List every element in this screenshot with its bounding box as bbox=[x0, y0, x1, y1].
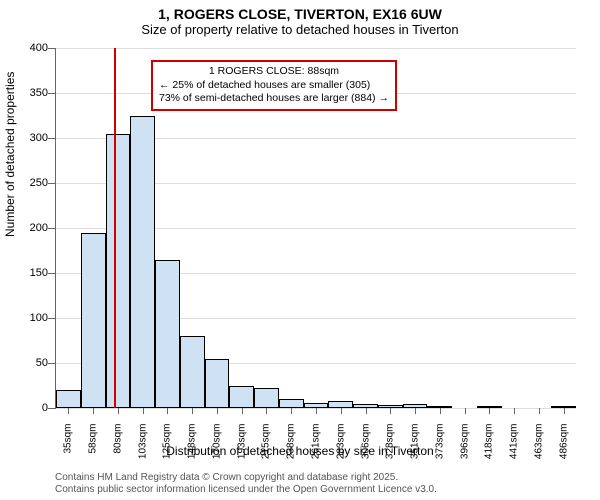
gridline bbox=[56, 48, 576, 49]
histogram-bar bbox=[205, 359, 230, 409]
plot-area: 05010015020025030035040035sqm58sqm80sqm1… bbox=[55, 48, 576, 409]
histogram-bar bbox=[279, 399, 304, 408]
x-tick bbox=[539, 408, 540, 414]
histogram-bar bbox=[229, 386, 254, 409]
x-tick bbox=[266, 408, 267, 414]
x-tick bbox=[341, 408, 342, 414]
x-tick bbox=[465, 408, 466, 414]
y-tick bbox=[48, 318, 56, 319]
y-tick-label: 250 bbox=[18, 177, 48, 189]
chart-subtitle: Size of property relative to detached ho… bbox=[0, 22, 600, 41]
y-tick-label: 50 bbox=[18, 357, 48, 369]
x-tick bbox=[143, 408, 144, 414]
y-tick bbox=[48, 273, 56, 274]
x-tick bbox=[366, 408, 367, 414]
y-tick-label: 0 bbox=[18, 402, 48, 414]
attribution-footer: Contains HM Land Registry data © Crown c… bbox=[55, 472, 437, 496]
x-tick bbox=[118, 408, 119, 414]
x-tick bbox=[564, 408, 565, 414]
histogram-bar bbox=[328, 401, 353, 408]
y-tick bbox=[48, 48, 56, 49]
y-tick bbox=[48, 228, 56, 229]
callout-box: 1 ROGERS CLOSE: 88sqm← 25% of detached h… bbox=[151, 60, 397, 111]
y-tick-label: 200 bbox=[18, 222, 48, 234]
x-tick bbox=[68, 408, 69, 414]
x-tick bbox=[415, 408, 416, 414]
footer-line-2: Contains public sector information licen… bbox=[55, 484, 437, 496]
x-tick bbox=[242, 408, 243, 414]
x-tick bbox=[489, 408, 490, 414]
y-tick-label: 400 bbox=[18, 42, 48, 54]
y-tick-label: 350 bbox=[18, 87, 48, 99]
y-axis-label: Number of detached properties bbox=[3, 72, 17, 237]
chart-title: 1, ROGERS CLOSE, TIVERTON, EX16 6UW bbox=[0, 0, 600, 22]
y-tick bbox=[48, 363, 56, 364]
callout-line: ← 25% of detached houses are smaller (30… bbox=[159, 79, 389, 93]
x-tick bbox=[390, 408, 391, 414]
reference-line bbox=[114, 48, 116, 408]
chart-container: 1, ROGERS CLOSE, TIVERTON, EX16 6UW Size… bbox=[0, 0, 600, 500]
histogram-bar bbox=[254, 388, 279, 408]
histogram-bar bbox=[56, 390, 81, 408]
x-tick bbox=[217, 408, 218, 414]
callout-line: 73% of semi-detached houses are larger (… bbox=[159, 92, 389, 106]
histogram-bar bbox=[180, 336, 205, 408]
y-tick bbox=[48, 138, 56, 139]
x-tick bbox=[514, 408, 515, 414]
x-tick bbox=[192, 408, 193, 414]
y-tick bbox=[48, 93, 56, 94]
y-tick bbox=[48, 183, 56, 184]
x-tick bbox=[93, 408, 94, 414]
callout-line: 1 ROGERS CLOSE: 88sqm bbox=[159, 65, 389, 79]
x-tick bbox=[291, 408, 292, 414]
x-axis-label: Distribution of detached houses by size … bbox=[0, 444, 600, 458]
histogram-bar bbox=[81, 233, 106, 409]
histogram-bar bbox=[130, 116, 155, 409]
y-tick-label: 100 bbox=[18, 312, 48, 324]
histogram-bar bbox=[155, 260, 180, 409]
histogram-bar bbox=[106, 134, 131, 409]
x-tick bbox=[316, 408, 317, 414]
x-tick bbox=[440, 408, 441, 414]
y-tick bbox=[48, 408, 56, 409]
x-tick bbox=[167, 408, 168, 414]
footer-line-1: Contains HM Land Registry data © Crown c… bbox=[55, 472, 437, 484]
y-tick-label: 300 bbox=[18, 132, 48, 144]
y-tick-label: 150 bbox=[18, 267, 48, 279]
